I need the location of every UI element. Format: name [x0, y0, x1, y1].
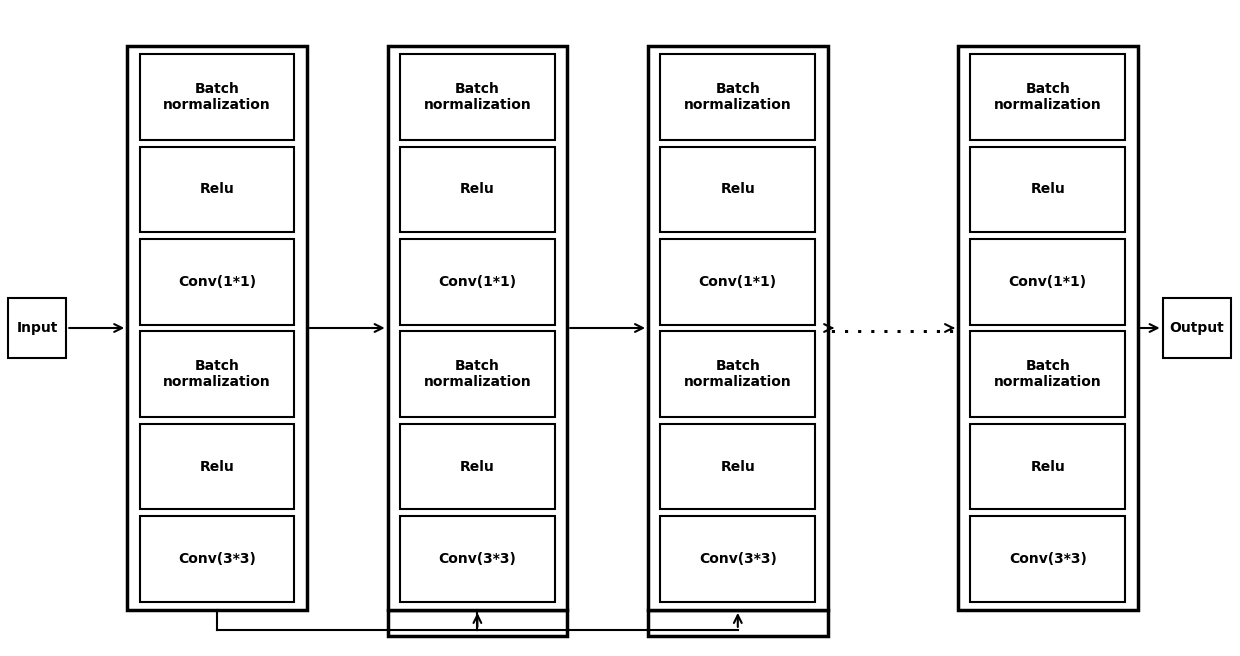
Text: Relu: Relu: [200, 182, 234, 197]
Bar: [647, 46, 828, 610]
Bar: [140, 54, 294, 140]
Text: Conv(1*1): Conv(1*1): [1008, 275, 1087, 289]
Bar: [140, 147, 294, 232]
Bar: [401, 147, 554, 232]
Text: Batch
normalization: Batch normalization: [424, 82, 531, 112]
Bar: [1163, 298, 1230, 358]
Bar: [401, 239, 554, 325]
Bar: [661, 147, 815, 232]
Bar: [971, 147, 1125, 232]
Bar: [661, 516, 815, 602]
Text: Batch
normalization: Batch normalization: [994, 359, 1101, 389]
Bar: [387, 46, 567, 610]
Bar: [661, 331, 815, 417]
Text: Conv(3*3): Conv(3*3): [1009, 552, 1086, 566]
Bar: [647, 610, 828, 636]
Text: . . . . . . . . . .: . . . . . . . . . .: [831, 319, 955, 337]
Text: Batch
normalization: Batch normalization: [424, 359, 531, 389]
Text: Relu: Relu: [720, 459, 755, 474]
Bar: [7, 298, 67, 358]
Text: Conv(1*1): Conv(1*1): [438, 275, 517, 289]
Bar: [401, 516, 554, 602]
Bar: [126, 46, 306, 610]
Bar: [661, 54, 815, 140]
Text: Relu: Relu: [460, 182, 495, 197]
Bar: [140, 239, 294, 325]
Text: Relu: Relu: [200, 459, 234, 474]
Text: Batch
normalization: Batch normalization: [684, 359, 791, 389]
Text: Output: Output: [1169, 321, 1224, 335]
Text: Batch
normalization: Batch normalization: [164, 359, 270, 389]
Bar: [140, 516, 294, 602]
Text: Conv(3*3): Conv(3*3): [439, 552, 516, 566]
Bar: [401, 331, 554, 417]
Text: Relu: Relu: [1030, 459, 1065, 474]
Bar: [661, 239, 815, 325]
Bar: [140, 331, 294, 417]
Text: Conv(3*3): Conv(3*3): [699, 552, 776, 566]
Text: Relu: Relu: [1030, 182, 1065, 197]
Bar: [971, 239, 1125, 325]
Text: Batch
normalization: Batch normalization: [994, 82, 1101, 112]
Text: Conv(3*3): Conv(3*3): [179, 552, 255, 566]
Bar: [971, 331, 1125, 417]
Bar: [971, 424, 1125, 509]
Text: Input: Input: [16, 321, 58, 335]
Text: Conv(1*1): Conv(1*1): [177, 275, 257, 289]
Bar: [140, 424, 294, 509]
Bar: [401, 424, 554, 509]
Bar: [957, 46, 1138, 610]
Bar: [971, 516, 1125, 602]
Text: Batch
normalization: Batch normalization: [164, 82, 270, 112]
Text: Relu: Relu: [720, 182, 755, 197]
Text: Conv(1*1): Conv(1*1): [698, 275, 777, 289]
Bar: [387, 610, 567, 636]
Text: Batch
normalization: Batch normalization: [684, 82, 791, 112]
Bar: [661, 424, 815, 509]
Bar: [971, 54, 1125, 140]
Text: Relu: Relu: [460, 459, 495, 474]
Bar: [401, 54, 554, 140]
